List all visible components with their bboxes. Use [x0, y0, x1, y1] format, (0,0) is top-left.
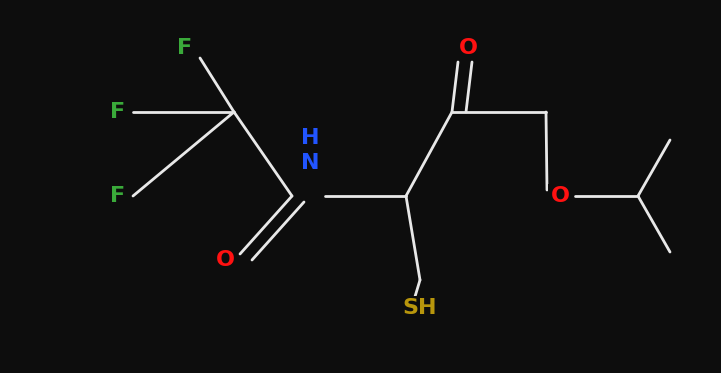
- Text: F: F: [110, 186, 125, 206]
- Text: N: N: [301, 153, 319, 173]
- Text: O: O: [216, 250, 234, 270]
- Text: O: O: [459, 38, 477, 58]
- Text: H: H: [301, 128, 319, 148]
- Text: SH: SH: [403, 298, 437, 318]
- Text: F: F: [177, 38, 193, 58]
- Text: F: F: [110, 102, 125, 122]
- Text: O: O: [551, 186, 570, 206]
